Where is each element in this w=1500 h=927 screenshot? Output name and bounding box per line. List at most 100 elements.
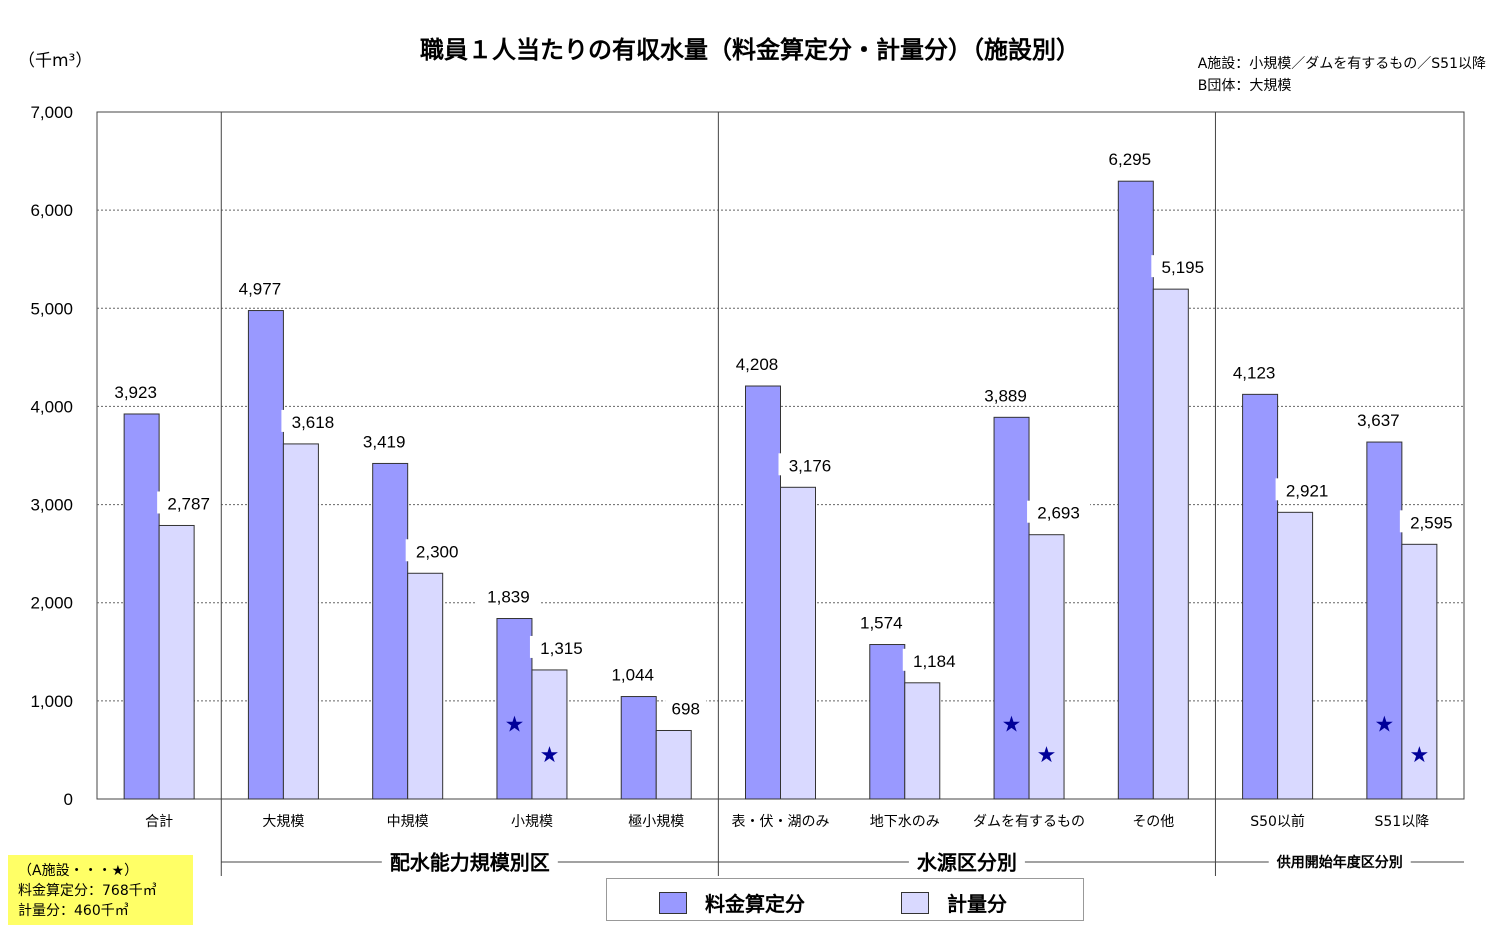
- bar-series2: [655, 729, 692, 800]
- data-label-bg: [1399, 510, 1463, 533]
- bar-series2: [282, 443, 319, 800]
- bar-series2: [531, 669, 568, 800]
- data-label: 3,889: [984, 386, 1027, 405]
- bar-series1: [1117, 180, 1154, 800]
- a-box-line-2: 料金算定分：768千㎥: [18, 883, 157, 899]
- y-tick-label: 1,000: [30, 692, 73, 711]
- chart-title: 職員１人当たりの有収水量（料金算定分・計量分）（施設別）: [420, 36, 1080, 64]
- bar-series2: [407, 572, 444, 800]
- x-tick-label: 合計: [145, 814, 173, 830]
- legend-label-series1: 料金算定分: [705, 892, 805, 916]
- data-label: 2,595: [1410, 513, 1453, 532]
- y-tick-label: 4,000: [30, 397, 73, 416]
- data-label-bg: [849, 610, 913, 633]
- x-tick-label: ダムを有するもの: [973, 814, 1085, 830]
- legend-swatch-series2: [901, 891, 929, 914]
- data-label: 2,921: [1286, 481, 1329, 500]
- data-label: 2,787: [167, 494, 210, 513]
- data-label-bg: [104, 379, 168, 402]
- data-label: 5,195: [1162, 258, 1205, 277]
- y-tick-label: 5,000: [30, 299, 73, 318]
- legend-item-series1: 料金算定分: [659, 888, 805, 917]
- data-label-bg: [1151, 255, 1215, 278]
- data-label-bg: [665, 696, 707, 719]
- y-tick-label: 2,000: [30, 594, 73, 613]
- legend-item-series2: 計量分: [901, 888, 1007, 917]
- data-label: 3,618: [292, 413, 335, 432]
- data-label: 3,637: [1357, 411, 1400, 430]
- notes: A施設：小規模／ダムを有するもの／S51以降 B団体：大規模: [1198, 53, 1486, 97]
- a-box-line-1: （A施設・・・★）: [18, 863, 139, 879]
- data-label-bg: [529, 635, 593, 658]
- data-label: 1,315: [540, 639, 583, 658]
- data-label-bg: [157, 491, 221, 514]
- y-tick-label: 7,000: [30, 103, 73, 122]
- bar-series2: [158, 524, 195, 800]
- data-label-bg: [601, 662, 665, 685]
- group-label: 水源区分別: [917, 850, 1017, 874]
- bar-series1: [123, 413, 160, 800]
- data-label: 4,977: [239, 280, 282, 299]
- x-tick-label: 中規模: [387, 814, 429, 830]
- star-marker: ★: [1037, 743, 1057, 768]
- bar-series1: [620, 696, 657, 800]
- bar-series2: [904, 682, 941, 800]
- group-label: 配水能力規模別区: [390, 850, 550, 874]
- star-marker: ★: [1374, 713, 1394, 738]
- bar-series2: [780, 486, 816, 800]
- x-tick-label: 大規模: [262, 814, 304, 830]
- star-marker: ★: [1409, 743, 1429, 768]
- star-marker: ★: [1002, 713, 1022, 738]
- bar-series1: [372, 462, 409, 800]
- bar-series1: [247, 310, 284, 800]
- data-label-bg: [974, 383, 1038, 406]
- data-label: 1,044: [611, 666, 654, 685]
- data-label-bg: [1027, 500, 1091, 523]
- legend: 料金算定分 計量分: [606, 878, 1084, 921]
- data-label: 3,176: [789, 456, 832, 475]
- x-tick-label: S50以前: [1250, 813, 1305, 830]
- data-label: 6,295: [1109, 150, 1152, 169]
- bar-series2: [1401, 543, 1438, 800]
- a-box-line-3: 計量分：460千㎥: [18, 903, 129, 919]
- bar-series1: [1242, 393, 1279, 800]
- note-a-facility: A施設：小規模／ダムを有するもの／S51以降: [1197, 56, 1486, 72]
- star-marker: ★: [505, 713, 525, 738]
- bar-series1: [1366, 441, 1403, 800]
- legend-label-series2: 計量分: [947, 892, 1007, 916]
- data-label-bg: [725, 352, 789, 375]
- y-tick-label: 6,000: [30, 201, 73, 220]
- bar-series1: [993, 416, 1030, 800]
- data-label: 3,419: [363, 432, 406, 451]
- data-label-bg: [228, 276, 292, 299]
- y-tick-label: 0: [64, 790, 73, 809]
- x-tick-label: 小規模: [511, 814, 553, 830]
- x-tick-label: 極小規模: [628, 814, 684, 830]
- data-label-bg: [1098, 147, 1162, 170]
- data-label-bg: [352, 429, 416, 452]
- data-label: 2,300: [416, 542, 459, 561]
- bar-series1: [869, 644, 906, 800]
- data-label: 4,123: [1233, 363, 1276, 382]
- data-label: 1,574: [860, 614, 903, 633]
- y-tick-label: 3,000: [30, 496, 73, 515]
- data-label-bg: [1222, 360, 1286, 383]
- y-axis-unit: （千m³）: [18, 51, 93, 71]
- bar-series2: [1028, 534, 1065, 800]
- data-label-bg: [902, 648, 966, 671]
- bar-series2: [1152, 288, 1189, 800]
- group-label: 供用開始年度区分別: [1276, 854, 1403, 871]
- a-facility-note-box: （A施設・・・★） 料金算定分：768千㎥ 計量分：460千㎥: [8, 855, 193, 925]
- data-label: 4,208: [736, 355, 779, 374]
- data-label-bg: [281, 409, 345, 432]
- x-tick-label: 地下水のみ: [870, 814, 940, 830]
- data-label: 1,184: [913, 652, 956, 671]
- data-label-bg: [778, 453, 842, 476]
- x-tick-label: 表・伏・湖のみ: [732, 814, 830, 830]
- x-tick-label: その他: [1132, 814, 1174, 830]
- data-label-bg: [1275, 478, 1339, 501]
- data-label: 2,693: [1037, 504, 1080, 523]
- x-tick-label: S51以降: [1375, 814, 1430, 830]
- bar-series1: [745, 385, 781, 800]
- star-marker: ★: [540, 743, 560, 768]
